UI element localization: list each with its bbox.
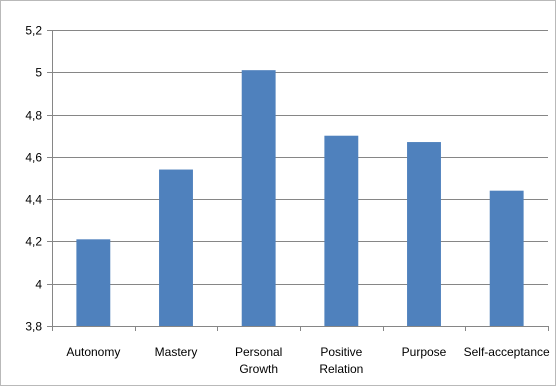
x-tick-label: Positive Relation	[319, 345, 363, 376]
bar-personal-growth	[241, 70, 276, 327]
y-tick-labels: 3,8 4 4,2 4,4 4,6 4,8 5 5,2	[25, 24, 42, 334]
y-tick-label: 4	[35, 278, 42, 292]
bar-mastery	[159, 169, 193, 326]
bar-purpose	[407, 142, 441, 326]
x-tick-label: Purpose	[402, 345, 447, 359]
x-tick-label: Personal Growth	[235, 345, 282, 376]
gridlines	[52, 30, 548, 285]
bar-self-acceptance	[489, 190, 524, 326]
y-tick-label: 4,4	[25, 193, 42, 207]
x-tick-labels: Autonomy Mastery Personal Growth Positive Rel…	[66, 345, 550, 376]
y-tick-label: 5	[35, 66, 42, 80]
y-tick-label: 4,2	[25, 235, 42, 249]
x-tick-label: Mastery	[155, 345, 198, 359]
y-tick-label: 5,2	[25, 24, 42, 38]
bars	[76, 70, 524, 327]
y-tick-label: 4,8	[25, 109, 42, 123]
x-tick-label: Autonomy	[66, 345, 120, 359]
bar-positive-relation	[324, 135, 359, 326]
x-tick-label: Self-acceptance	[464, 345, 550, 359]
y-tick-label: 3,8	[25, 320, 42, 334]
bar-autonomy	[76, 239, 111, 326]
y-tick-label: 4,6	[25, 151, 42, 165]
axes	[47, 30, 549, 331]
